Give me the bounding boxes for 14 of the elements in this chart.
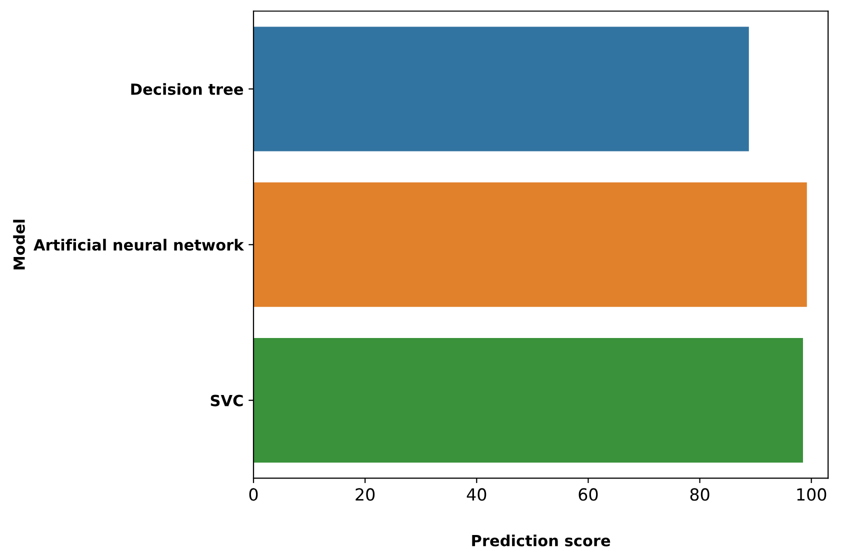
x-axis-title: Prediction score (472, 534, 610, 546)
y-axis-title: Model (13, 220, 25, 270)
y-tick-label: SVC (210, 394, 243, 406)
bar (254, 26, 749, 152)
x-tick-label: 40 (466, 488, 486, 501)
x-tick-label: 20 (356, 488, 375, 501)
x-tick-label: 0 (249, 488, 258, 501)
x-tick-label: 60 (578, 488, 598, 501)
y-tick-label: Decision tree (131, 83, 244, 95)
x-tick-label: 100 (797, 488, 826, 501)
y-tick-label: Artificial neural network (34, 238, 244, 251)
bar (254, 338, 803, 463)
bar (254, 182, 807, 307)
x-tick-label: 80 (690, 488, 710, 501)
